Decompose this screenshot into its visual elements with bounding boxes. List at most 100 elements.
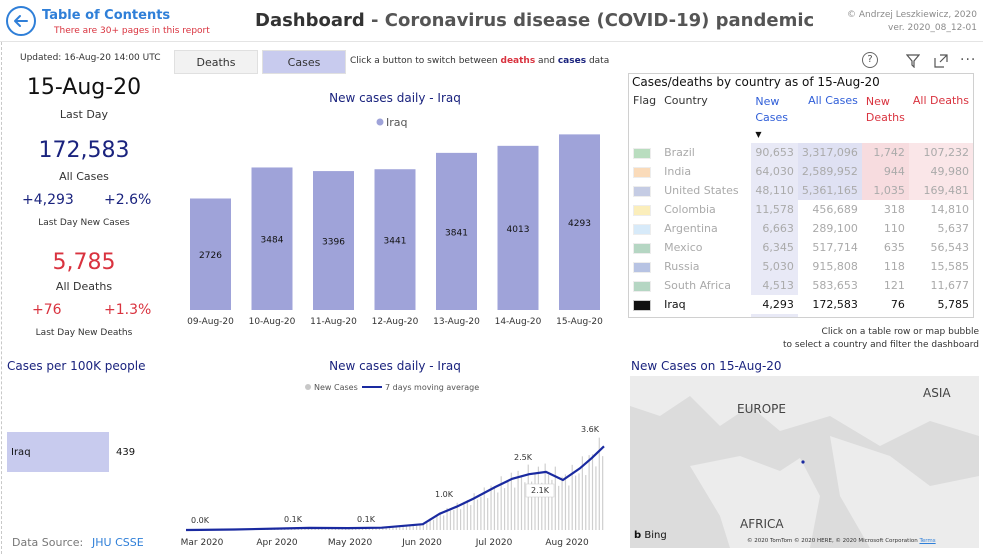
help-icon[interactable]: ? [862,52,878,68]
title-sub: Coronavirus disease (COVID-19) pandemic [384,10,815,31]
iraq-bubble[interactable] [801,460,805,464]
table-row[interactable]: Philippines4,258157,9181582,600 [629,314,973,317]
daily-case-bar [432,519,435,530]
col-all-cases[interactable]: All Cases [808,94,858,107]
table-row[interactable]: India 64,030 2,589,952 944 49,980 [629,162,973,181]
cell-new-deaths: 635 [883,241,905,254]
daily-case-bar [531,481,533,530]
table-row[interactable]: Colombia 11,578 456,689 318 14,810 [629,200,973,219]
col-all-deaths[interactable]: All Deaths [912,94,969,107]
col-flag[interactable]: Flag [633,94,657,107]
table-title: Cases/deaths by country as of 15-Aug-20 [632,75,880,89]
filter-icon[interactable] [906,54,920,68]
cell-country: United States [664,184,739,197]
bar-11-Aug-20[interactable] [313,171,354,310]
line-annotation: 0.1K [357,515,376,524]
bar-x-tick: 12-Aug-20 [372,317,419,327]
daily-case-bar [395,526,397,530]
daily-case-bar [307,528,309,530]
table-row[interactable]: South Africa 4,513 583,653 121 11,677 [629,276,973,295]
deaths-button[interactable]: Deaths [174,50,258,74]
legend-new-cases-marker [305,384,311,390]
cell-flag [629,219,660,238]
cell-flag [629,200,660,219]
daily-case-bar [405,526,408,530]
new-cases-pct: +2.6% [104,192,152,208]
daily-case-bar [399,526,401,530]
cell-all-deaths: 107,232 [908,143,973,162]
bar-13-Aug-20[interactable] [436,152,477,310]
daily-case-bar [409,525,411,530]
daily-case-bar [595,466,597,530]
table-row[interactable]: Brazil 90,653 3,317,096 1,742 107,232 [629,143,973,162]
table-hint: Click on a table row or map bubble to se… [783,326,979,352]
daily-case-bar [558,485,560,530]
bar-value-label: 3441 [384,237,407,247]
updated-text: Updated: 16-Aug-20 14:00 UTC [20,53,161,63]
table-of-contents-link[interactable]: Table of Contents [42,8,171,23]
daily-case-bar [554,466,556,530]
daily-case-bar [598,437,600,530]
line-x-tick: Jun 2020 [401,538,442,548]
all-cases-value: 172,583 [38,138,130,163]
col-country[interactable]: Country [664,94,708,107]
map-label-europe: EUROPE [737,402,786,416]
daily-case-bar [459,509,462,530]
world-map[interactable]: EUROPE ASIA AFRICA b Bing © 2020 TomTom … [630,376,979,548]
cell-country: Philippines [660,314,751,317]
daily-case-bar [419,523,421,530]
cell-new-cases: 48,110 [751,181,798,200]
line-chart-new-cases: New cases daily - Iraq New Cases 7 days … [181,359,605,548]
bar-value-label: 4013 [507,225,530,235]
bar-14-Aug-20[interactable] [497,145,539,310]
daily-case-bar [568,485,570,530]
per100k-value: 439 [116,447,136,458]
col-new-cases[interactable]: New Cases ▼ [751,92,798,143]
line-x-tick: Aug 2020 [545,538,589,548]
table-row[interactable]: Russia 5,030 915,808 118 15,585 [629,257,973,276]
bar-09-Aug-20[interactable] [190,198,231,310]
per100k-bar[interactable] [7,432,109,472]
data-source-link[interactable]: JHU CSSE [92,536,144,549]
daily-case-bar [416,525,418,530]
daily-case-bar [476,499,479,530]
toggle-hint: Click a button to switch between deaths … [350,56,609,66]
cell-new-deaths: 318 [883,203,905,216]
flag-icon [633,185,651,197]
toc-subtitle: There are 30+ pages in this report [54,26,210,36]
cell-all-deaths: 169,481 [908,181,973,200]
table-hint-line1: Click on a table row or map bubble [821,327,979,337]
col-new-deaths[interactable]: New Deaths [862,92,909,143]
daily-case-bar [487,498,489,530]
cases-button[interactable]: Cases [262,50,346,74]
daily-case-bar [334,528,337,530]
back-arrow-button[interactable] [6,6,36,36]
table-row[interactable]: Argentina 6,663 289,100 110 5,637 [629,219,973,238]
focus-mode-icon[interactable] [934,54,948,68]
bar-value-label: 2726 [199,251,222,261]
daily-case-bar [510,472,512,530]
cell-new-deaths: 944 [861,162,909,181]
daily-case-bar [561,476,563,530]
map-terms-link[interactable]: Terms [919,538,936,544]
table-row[interactable]: Iraq 4,293 172,583 76 5,785 [629,295,973,314]
legend-moving-avg-label: 7 days moving average [385,383,479,392]
legend-new-cases-label: New Cases [314,383,358,392]
cell-new-deaths: 118 [883,260,905,273]
last-day-date: 15-Aug-20 [26,75,142,100]
moving-average-line [185,445,605,532]
all-deaths-value: 5,785 [52,250,116,275]
table-resize-handle[interactable] [632,79,636,83]
daily-case-bar [392,526,394,530]
more-options-icon[interactable]: ··· [960,52,977,68]
bar-12-Aug-20[interactable] [374,169,416,310]
country-table-grid: Flag Country New Cases ▼ All Cases New Deat… [629,92,973,317]
table-row[interactable]: Mexico 6,345 517,714 635 56,543 [629,238,973,257]
daily-case-bar [547,474,550,530]
bar-15-Aug-20[interactable] [559,134,600,310]
daily-case-bar [422,524,424,530]
cell-country: India [664,165,692,178]
table-row[interactable]: United States 48,110 5,361,165 1,035 169,481 [629,181,973,200]
hint-cases: cases [557,56,587,66]
bar-10-Aug-20[interactable] [251,167,293,310]
